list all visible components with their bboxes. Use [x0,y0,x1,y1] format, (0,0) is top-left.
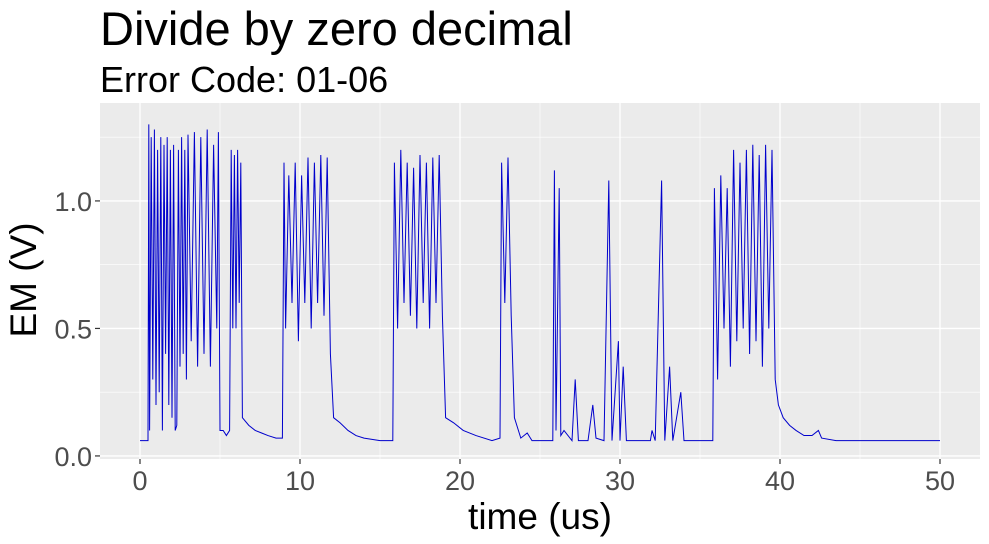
x-axis-title: time (us) [468,496,612,537]
x-tick-label: 30 [605,466,635,496]
x-tick-label: 0 [132,466,147,496]
chart-title: Divide by zero decimal [100,2,573,55]
data-line [140,124,940,442]
y-tick-label: 0.0 [54,442,92,472]
chart-subtitle: Error Code: 01-06 [100,59,388,100]
x-tick-label: 40 [765,466,795,496]
x-tick-label: 50 [925,466,955,496]
x-tick-label: 20 [445,466,475,496]
y-axis-title: EM (V) [3,222,44,337]
x-tick-label: 10 [285,466,315,496]
y-tick-label: 0.5 [54,314,92,344]
y-tick-label: 1.0 [54,187,92,217]
